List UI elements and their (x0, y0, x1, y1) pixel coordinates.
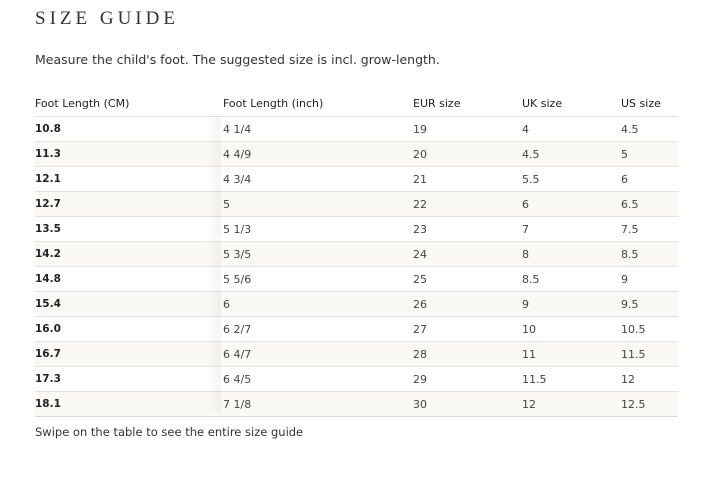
column-header: UK size (522, 96, 563, 110)
table-cell: 6 (522, 191, 621, 217)
table-cell: 14.2 (35, 241, 223, 267)
table-cell: 9.5 (621, 291, 678, 317)
table-cell: 4.5 (522, 141, 621, 167)
table-cell: 23 (413, 216, 522, 242)
table-cell: 16.0 (35, 316, 223, 342)
table-row: 17.3 6 4/5 29 11.5 12 (35, 366, 678, 392)
table-cell: 10.5 (621, 316, 678, 342)
subtitle: Measure the child's foot. The suggested … (35, 52, 440, 67)
table-cell: 10.8 (35, 116, 223, 142)
table-cell: 16.7 (35, 341, 223, 367)
table-cell: 11.5 (522, 366, 621, 392)
table-cell: 4 (522, 116, 621, 142)
table-cell: 19 (413, 116, 522, 142)
table-cell: 8.5 (522, 266, 621, 292)
table-row: 12.7 5 22 6 6.5 (35, 191, 678, 217)
table-cell: 18.1 (35, 391, 223, 417)
table-cell: 5 5/6 (223, 266, 413, 292)
table-row: 13.5 5 1/3 23 7 7.5 (35, 216, 678, 242)
table-cell: 12.7 (35, 191, 223, 217)
table-cell: 6 (223, 291, 413, 317)
table-cell: 11.5 (621, 341, 678, 367)
table-row: 16.7 6 4/7 28 11 11.5 (35, 341, 678, 367)
table-cell: 8.5 (621, 241, 678, 267)
table-cell: 26 (413, 291, 522, 317)
table-body: 10.8 4 1/4 19 4 4.5 11.3 4 4/9 20 4.5 5 12.1 4 3/4 2… (35, 116, 678, 417)
table-cell: 14.8 (35, 266, 223, 292)
table-cell: 5.5 (522, 166, 621, 192)
table-cell: 6 2/7 (223, 316, 413, 342)
table-cell: 21 (413, 166, 522, 192)
table-cell: 22 (413, 191, 522, 217)
table-cell: 29 (413, 366, 522, 392)
column-header: EUR size (413, 96, 461, 110)
table-cell: 4.5 (621, 116, 678, 142)
table-cell: 4 4/9 (223, 141, 413, 167)
table-cell: 9 (522, 291, 621, 317)
title: SIZE GUIDE (35, 8, 179, 29)
table-row: 14.2 5 3/5 24 8 8.5 (35, 241, 678, 267)
table-cell: 5 3/5 (223, 241, 413, 267)
table-cell: 24 (413, 241, 522, 267)
table-cell: 12 (621, 366, 678, 392)
table-cell: 20 (413, 141, 522, 167)
table-row: 11.3 4 4/9 20 4.5 5 (35, 141, 678, 167)
table-row: 18.1 7 1/8 30 12 12.5 (35, 391, 678, 417)
table-row: 10.8 4 1/4 19 4 4.5 (35, 116, 678, 142)
table-cell: 7 1/8 (223, 391, 413, 417)
table-cell: 4 3/4 (223, 166, 413, 192)
table-cell: 8 (522, 241, 621, 267)
table-cell: 17.3 (35, 366, 223, 392)
table-cell: 28 (413, 341, 522, 367)
table-cell: 7 (522, 216, 621, 242)
table-cell: 11 (522, 341, 621, 367)
table-row: 12.1 4 3/4 21 5.5 6 (35, 166, 678, 192)
size-table[interactable]: Foot Length (CM) Foot Length (inch) EUR si… (35, 90, 678, 417)
table-row: 16.0 6 2/7 27 10 10.5 (35, 316, 678, 342)
table-cell: 6 (621, 166, 678, 192)
table-cell: 15.4 (35, 291, 223, 317)
table-cell: 5 (621, 141, 678, 167)
table-cell: 6.5 (621, 191, 678, 217)
table-cell: 27 (413, 316, 522, 342)
table-cell: 11.3 (35, 141, 223, 167)
table-cell: 4 1/4 (223, 116, 413, 142)
table-cell: 25 (413, 266, 522, 292)
table-cell: 12 (522, 391, 621, 417)
table-cell: 30 (413, 391, 522, 417)
table-cell: 10 (522, 316, 621, 342)
table-cell: 13.5 (35, 216, 223, 242)
column-header: Foot Length (inch) (223, 96, 324, 110)
table-cell: 12.5 (621, 391, 678, 417)
table-cell: 6 4/7 (223, 341, 413, 367)
table-cell: 9 (621, 266, 678, 292)
footer-note: Swipe on the table to see the entire siz… (35, 425, 304, 439)
column-header: Foot Length (CM) (35, 96, 130, 110)
table-cell: 7.5 (621, 216, 678, 242)
table-cell: 12.1 (35, 166, 223, 192)
table-cell: 5 1/3 (223, 216, 413, 242)
table-row: 15.4 6 26 9 9.5 (35, 291, 678, 317)
table-row: 14.8 5 5/6 25 8.5 9 (35, 266, 678, 292)
header-row: Foot Length (CM) Foot Length (inch) EUR si… (35, 90, 678, 117)
column-header: US size (621, 96, 661, 110)
table-cell: 6 4/5 (223, 366, 413, 392)
table-cell: 5 (223, 191, 413, 217)
